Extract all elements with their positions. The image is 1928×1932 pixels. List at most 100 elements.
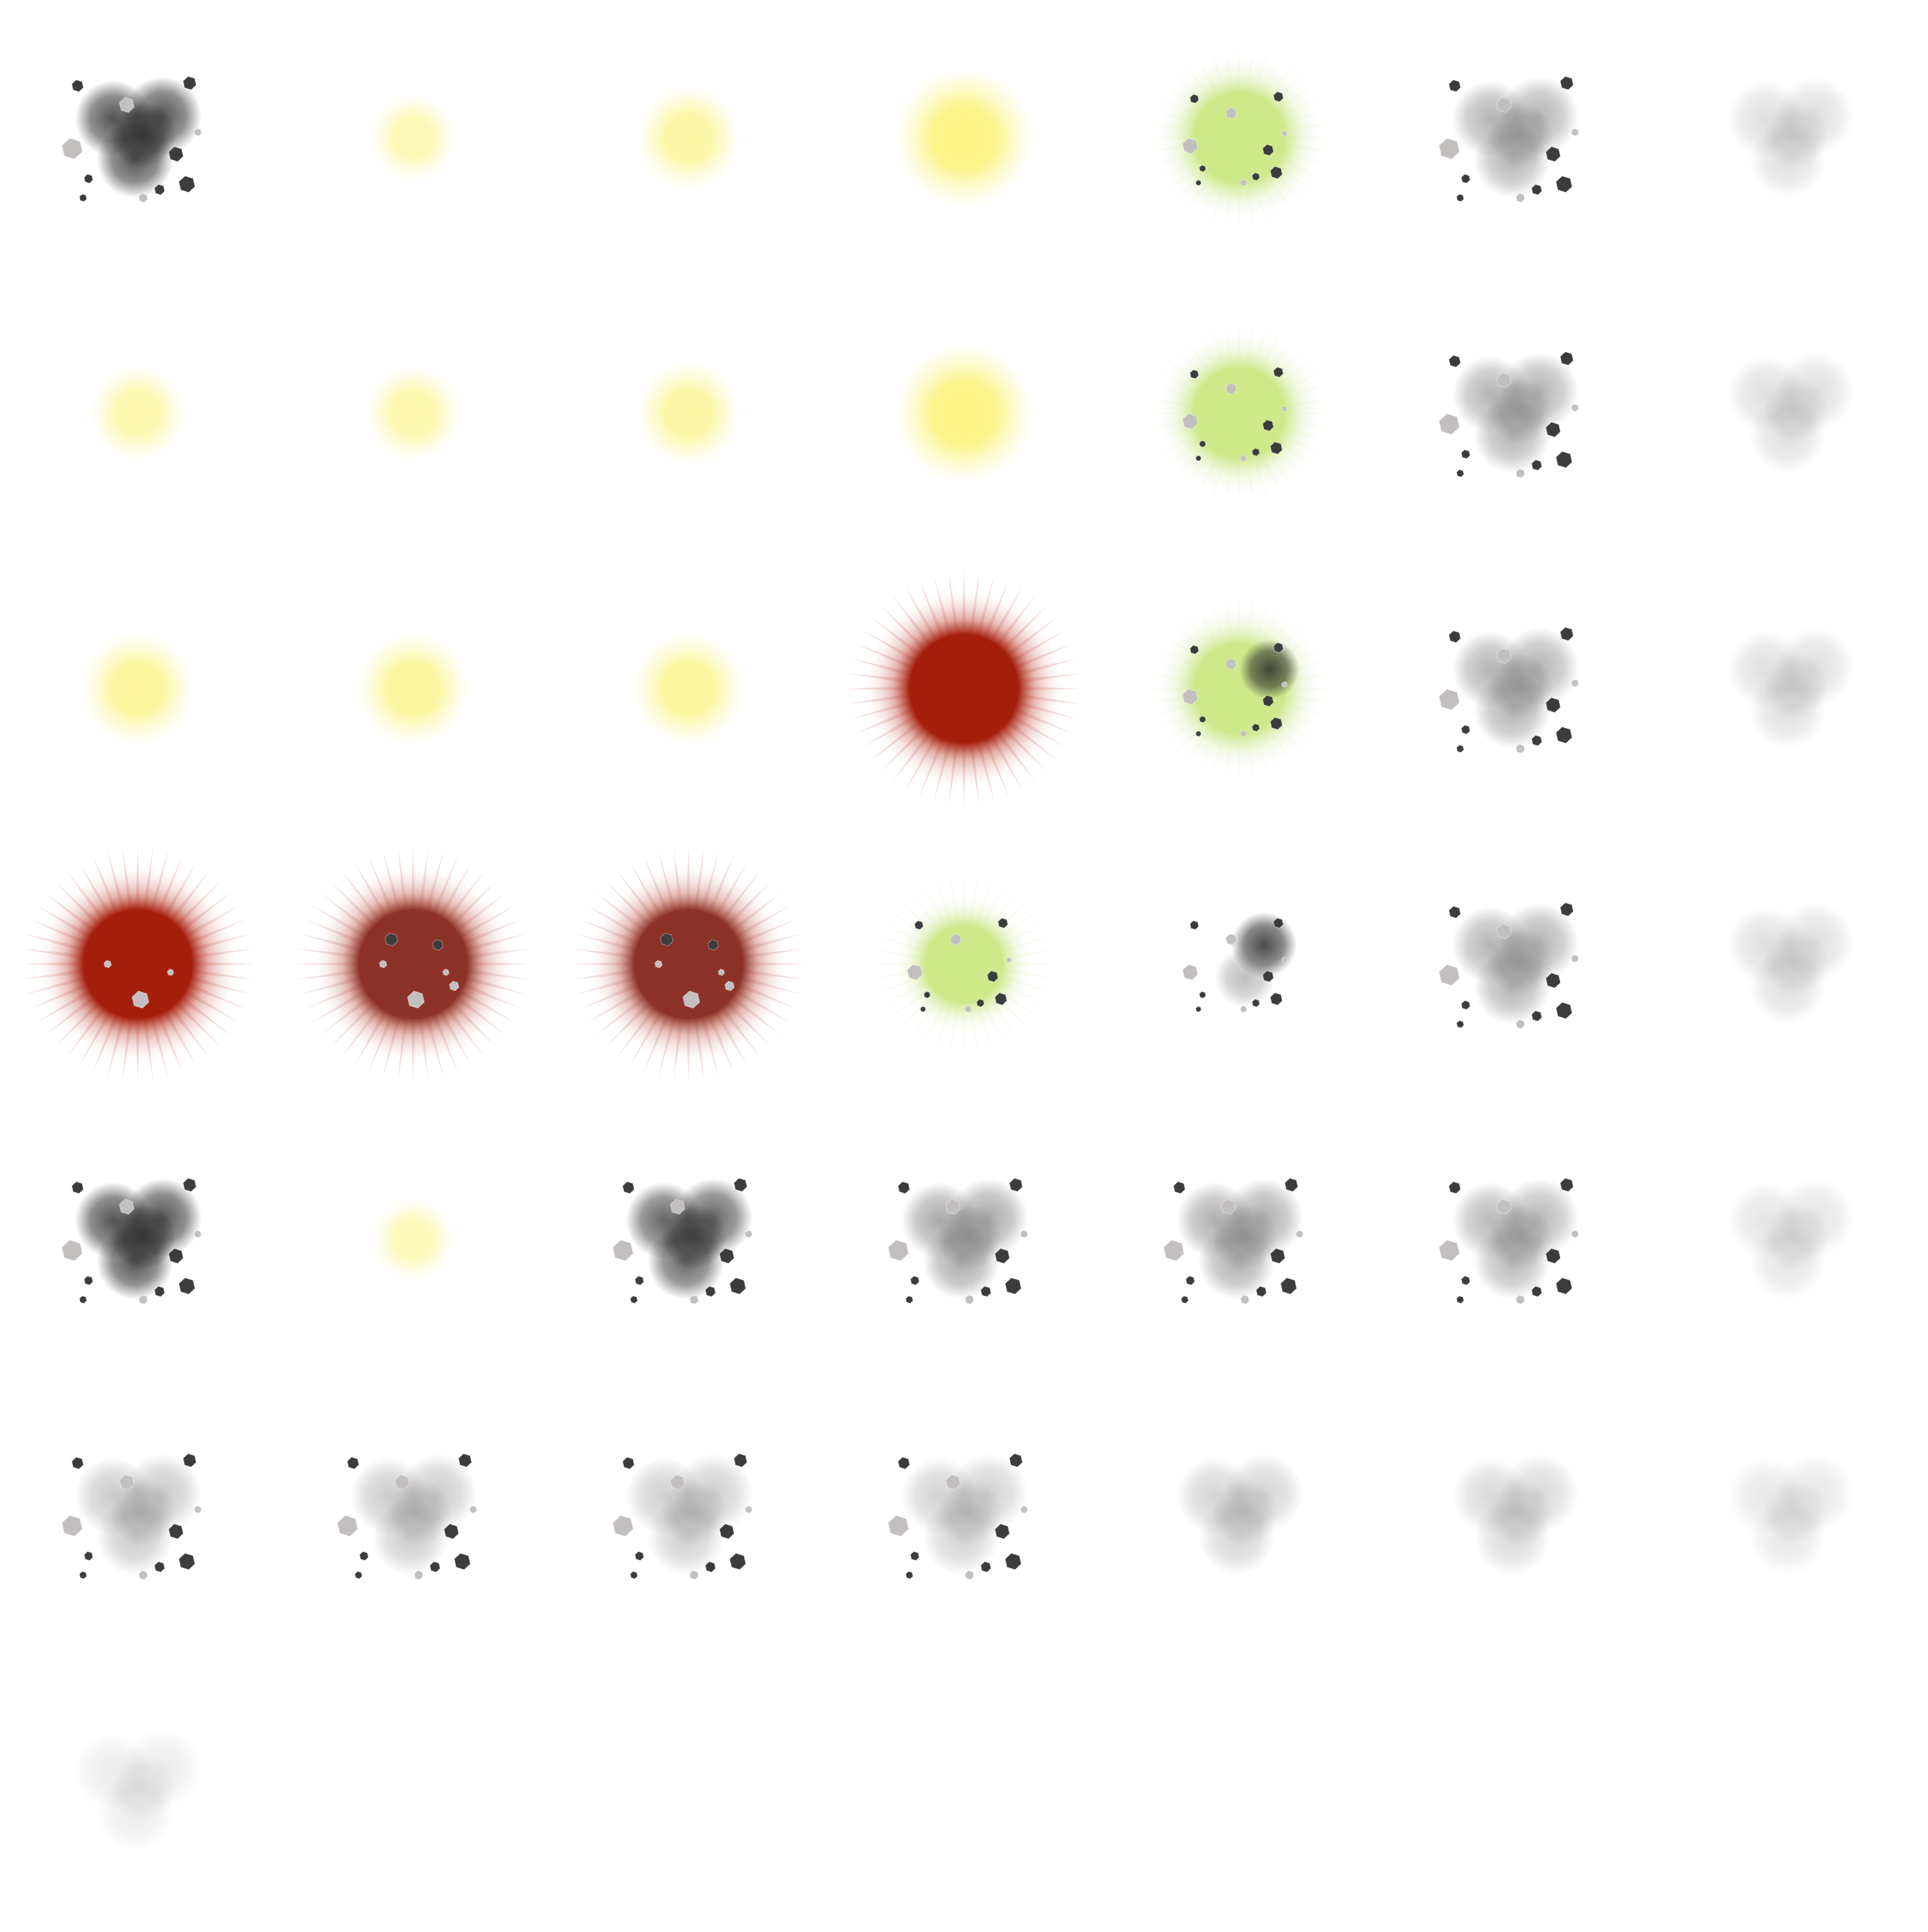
debris-rock bbox=[1240, 1294, 1250, 1305]
debris-rock bbox=[1496, 648, 1512, 664]
debris-rock bbox=[1269, 441, 1283, 455]
debris-rock bbox=[1198, 165, 1207, 173]
explosion-sprite bbox=[1147, 45, 1332, 231]
explosion-sprite bbox=[1438, 75, 1579, 203]
explosion-sprite bbox=[612, 1177, 753, 1305]
debris-rock bbox=[733, 1453, 748, 1468]
flash-glow bbox=[81, 632, 194, 745]
debris-rock bbox=[384, 932, 398, 947]
debris-rock bbox=[704, 1561, 716, 1573]
debris-rock bbox=[71, 1181, 84, 1194]
debris-rock bbox=[1269, 992, 1283, 1006]
explosion-sprite bbox=[61, 1177, 202, 1305]
debris-rock bbox=[1225, 382, 1237, 395]
debris-rock bbox=[744, 1230, 753, 1238]
debris-rock bbox=[449, 980, 460, 991]
debris-rock bbox=[744, 1505, 753, 1514]
explosion-sprite bbox=[1147, 320, 1332, 506]
debris-rock bbox=[1189, 93, 1200, 104]
explosion-sprite bbox=[1727, 77, 1854, 198]
debris-rock bbox=[1571, 954, 1579, 963]
flash-glow bbox=[895, 344, 1033, 483]
debris-rock bbox=[1198, 715, 1207, 724]
debris-rock bbox=[719, 1248, 735, 1264]
flash-glow bbox=[365, 365, 461, 461]
explosion-frame-31 bbox=[551, 1102, 826, 1377]
debris-rock bbox=[1515, 468, 1525, 479]
debris-rock bbox=[469, 1505, 478, 1514]
debris-rock bbox=[154, 1285, 166, 1297]
smoke-puff bbox=[110, 102, 176, 168]
debris-rock bbox=[1195, 455, 1202, 462]
debris-rock bbox=[454, 1553, 471, 1570]
debris-rock bbox=[1239, 179, 1248, 187]
debris-rock bbox=[1281, 406, 1288, 413]
explosion-frame-11 bbox=[826, 275, 1102, 551]
debris-rock bbox=[1448, 630, 1461, 643]
explosion-frame-9 bbox=[275, 275, 551, 551]
debris-rock bbox=[976, 999, 985, 1008]
explosion-frame-39 bbox=[826, 1377, 1102, 1653]
debris-rock bbox=[1255, 1285, 1267, 1297]
debris-rock bbox=[1020, 1505, 1028, 1514]
explosion-frame-19 bbox=[1102, 551, 1377, 826]
explosion-sprite bbox=[871, 871, 1057, 1057]
fire-burst bbox=[39, 866, 236, 1062]
explosion-frame-13 bbox=[1377, 275, 1653, 551]
debris-rock bbox=[1456, 744, 1465, 753]
flash-glow bbox=[637, 361, 740, 465]
debris-rock bbox=[1461, 1000, 1471, 1011]
debris-rock bbox=[729, 1553, 746, 1570]
debris-rock bbox=[965, 1294, 974, 1305]
debris-rock bbox=[1456, 469, 1465, 478]
explosion-sprite bbox=[1727, 903, 1854, 1024]
explosion-sprite bbox=[1163, 1177, 1304, 1305]
explosion-sprite bbox=[1452, 1454, 1579, 1575]
debris-rock bbox=[442, 968, 450, 976]
fire-burst bbox=[315, 866, 512, 1062]
explosion-frame-15 bbox=[0, 551, 275, 826]
debris-rock bbox=[1461, 724, 1471, 735]
debris-rock bbox=[1225, 107, 1237, 120]
debris-rock bbox=[887, 1515, 909, 1537]
explosion-frame-1 bbox=[0, 0, 275, 275]
debris-rock bbox=[1251, 999, 1260, 1008]
debris-rock bbox=[1545, 146, 1561, 162]
debris-rock bbox=[718, 968, 725, 976]
debris-rock bbox=[1560, 351, 1574, 366]
smoke-puff bbox=[1212, 1479, 1278, 1545]
explosion-sprite bbox=[1727, 352, 1854, 473]
flash-glow bbox=[90, 365, 186, 461]
explosion-sprite bbox=[1727, 1454, 1854, 1575]
debris-rock bbox=[669, 1474, 686, 1490]
debris-rock bbox=[1262, 695, 1274, 707]
debris-rock bbox=[79, 1295, 87, 1304]
explosion-sprite bbox=[1727, 1178, 1854, 1300]
explosion-sprite bbox=[1177, 1454, 1303, 1575]
debris-rock bbox=[994, 992, 1008, 1006]
debris-rock bbox=[1239, 730, 1248, 738]
debris-rock bbox=[1438, 413, 1460, 435]
explosion-frame-30 bbox=[275, 1102, 551, 1377]
debris-rock bbox=[630, 1295, 638, 1304]
toxic-cloud bbox=[1157, 607, 1321, 771]
explosion-sprite bbox=[357, 632, 469, 745]
debris-rock bbox=[84, 1551, 93, 1561]
debris-rock bbox=[168, 1248, 184, 1264]
debris-rock bbox=[1571, 403, 1579, 412]
explosion-sprite bbox=[632, 632, 745, 745]
debris-rock bbox=[1251, 448, 1260, 457]
debris-rock bbox=[1251, 172, 1260, 181]
debris-rock bbox=[443, 1523, 460, 1540]
debris-rock bbox=[630, 1571, 638, 1579]
debris-rock bbox=[1225, 933, 1237, 946]
debris-rock bbox=[1262, 144, 1274, 156]
explosion-sprite bbox=[637, 86, 740, 190]
flash-glow bbox=[372, 1198, 455, 1281]
debris-rock bbox=[119, 1474, 135, 1490]
debris-rock bbox=[724, 980, 735, 991]
debris-rock bbox=[1555, 1002, 1573, 1019]
debris-rock bbox=[923, 991, 931, 999]
debris-rock bbox=[178, 175, 196, 193]
debris-rock bbox=[634, 1275, 644, 1286]
